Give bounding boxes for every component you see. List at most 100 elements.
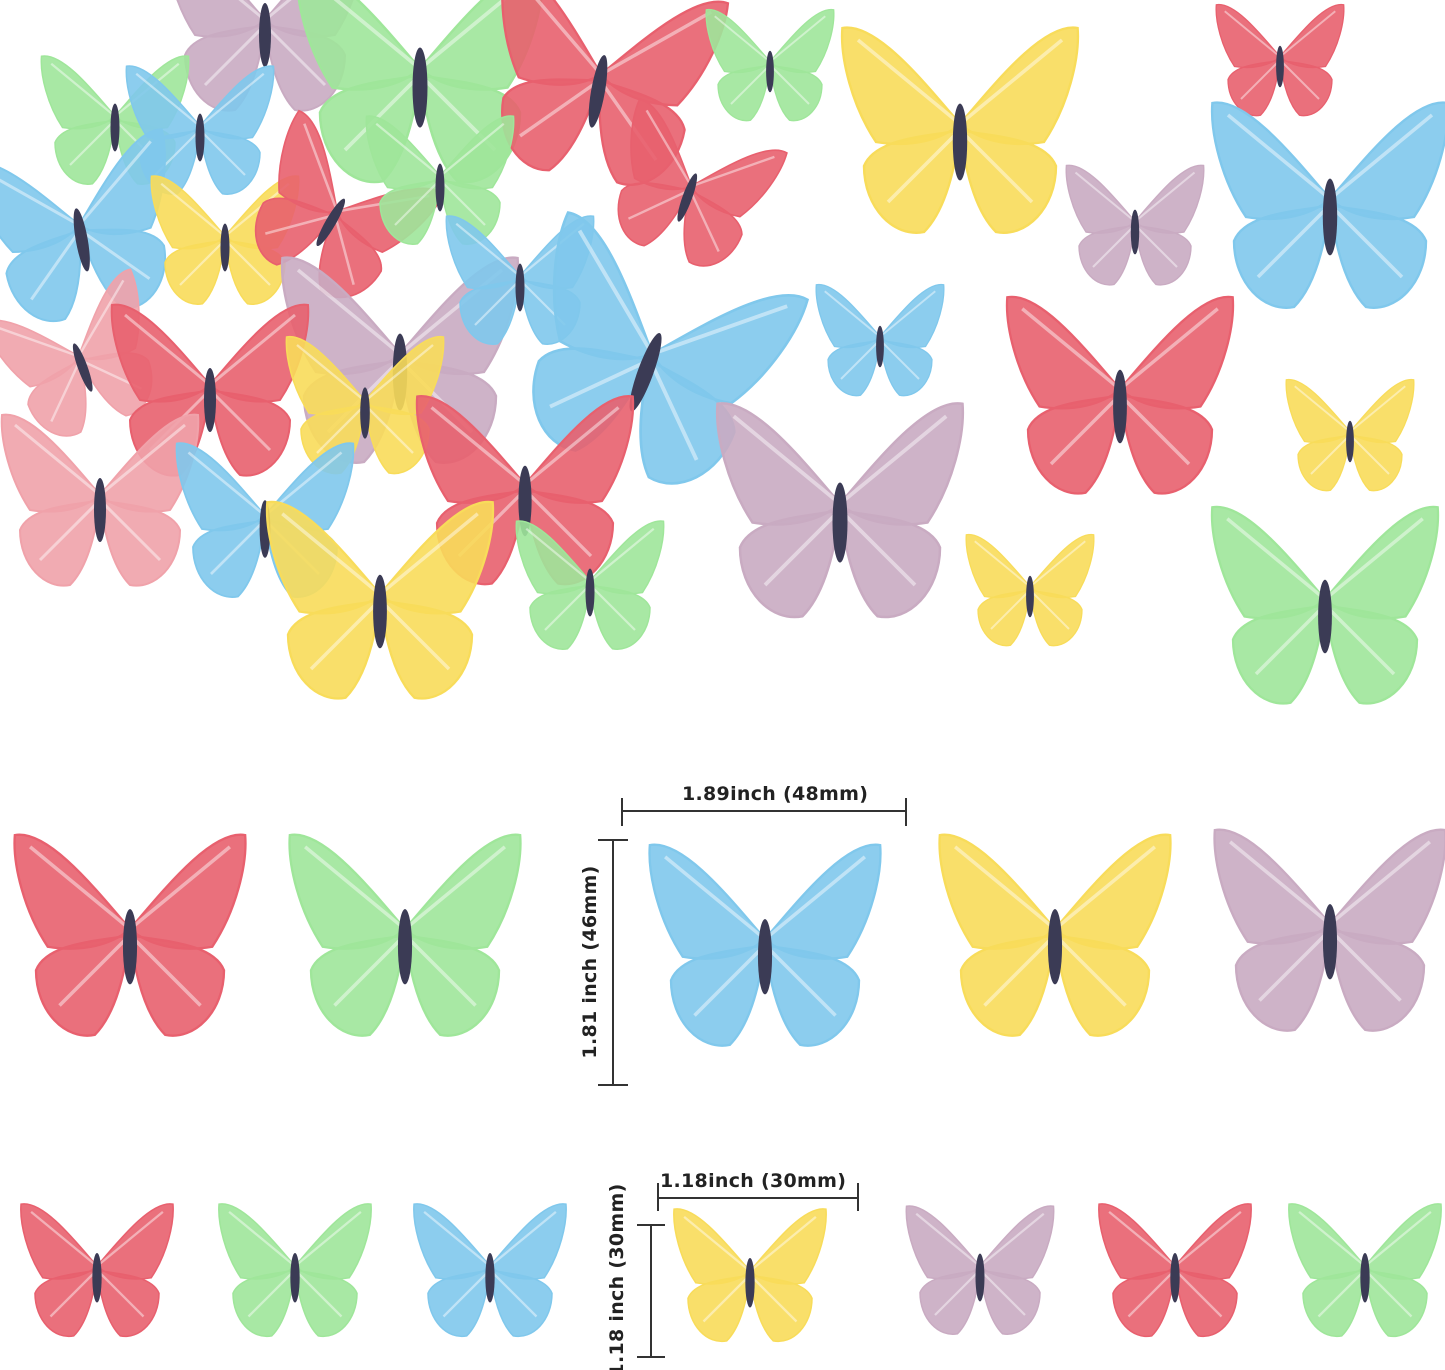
butterfly-wing <box>1364 1268 1428 1338</box>
wing-vein <box>135 72 201 128</box>
wing-vein <box>1328 928 1402 1002</box>
wing-vein <box>702 1274 751 1323</box>
butterfly-yellow <box>265 500 495 700</box>
butterfly-wing <box>1288 1203 1367 1280</box>
wing-vein <box>1053 933 1127 1007</box>
wing-vein <box>99 423 186 497</box>
wing-vein <box>247 1269 296 1318</box>
wing-vein <box>958 38 1064 126</box>
butterfly-wing <box>95 1203 174 1280</box>
butterfly-wing <box>905 1205 982 1280</box>
butterfly-body <box>316 198 346 247</box>
butterfly-wing <box>1328 828 1445 945</box>
butterfly-green <box>515 520 665 650</box>
large-height-line <box>612 840 614 1085</box>
wing-vein <box>1323 517 1424 601</box>
butterfly-body <box>204 368 216 432</box>
butterfly-body <box>975 1253 985 1302</box>
wing-vein <box>209 313 296 387</box>
butterfly-body <box>122 909 138 985</box>
butterfly-wing <box>293 1203 372 1280</box>
wing-vein <box>1279 59 1320 100</box>
wing-vein <box>1349 385 1406 433</box>
butterfly-purple <box>715 402 965 619</box>
wing-vein <box>517 0 603 76</box>
small-width-tick-left <box>657 1183 659 1211</box>
butterfly-wing <box>1053 833 1172 950</box>
wing-vein <box>378 598 451 671</box>
wing-vein <box>128 845 231 931</box>
large-width-label: 1.89inch (48mm) <box>682 783 869 805</box>
wing-vein <box>403 933 477 1007</box>
butterfly-yellow <box>1285 379 1415 492</box>
butterfly-wing <box>1065 164 1136 234</box>
butterfly-body <box>373 574 387 649</box>
wing-vein <box>1310 434 1351 475</box>
butterfly-body <box>745 1257 755 1308</box>
wing-vein <box>600 10 713 76</box>
wing-vein <box>187 451 266 517</box>
wing-vein <box>1074 171 1136 223</box>
wing-vein <box>403 845 506 931</box>
butterfly-wing <box>1118 295 1235 410</box>
wing-vein <box>264 0 292 22</box>
butterfly-wing <box>378 598 474 700</box>
wing-vein <box>96 1210 164 1268</box>
butterfly-wing <box>378 500 495 615</box>
wing-vein <box>128 933 202 1007</box>
butterfly-wing <box>1349 434 1403 492</box>
wing-vein <box>544 584 591 631</box>
wing-vein <box>309 598 382 671</box>
butterfly-wing <box>769 64 823 122</box>
butterfly-red <box>20 1203 174 1338</box>
wing-vein <box>69 119 116 166</box>
butterfly-body <box>1360 1252 1370 1303</box>
wing-vein <box>1328 840 1431 926</box>
large-height-tick-bottom <box>598 1084 628 1086</box>
butterfly-body <box>1170 1252 1180 1303</box>
wing-vein <box>38 498 102 562</box>
butterfly-pink <box>0 413 200 587</box>
wing-vein <box>879 339 920 380</box>
wing-vein <box>1229 840 1332 926</box>
butterfly-wing <box>1323 505 1440 620</box>
butterfly-wing <box>199 129 261 195</box>
butterfly-body <box>110 103 120 152</box>
wing-vein <box>763 508 842 587</box>
large-width-line <box>622 810 906 812</box>
butterfly-body <box>1113 369 1127 444</box>
wing-vein <box>934 1269 981 1316</box>
small-width-label: 1.18inch (30mm) <box>660 1170 847 1192</box>
small-height-tick-top <box>637 1224 665 1226</box>
wing-vein <box>1226 517 1327 601</box>
butterfly-wing <box>749 1273 813 1343</box>
butterfly-body <box>1346 420 1354 463</box>
butterfly-wing <box>1302 1268 1366 1338</box>
butterfly-wing <box>959 933 1057 1037</box>
wing-vein <box>489 1210 557 1268</box>
wing-vein <box>730 64 771 105</box>
wing-vein <box>769 15 826 63</box>
butterfly-wing <box>364 403 430 475</box>
wing-vein <box>990 589 1031 630</box>
wing-vein <box>303 123 339 212</box>
wing-vein <box>455 222 521 278</box>
butterfly-wing <box>218 1203 297 1280</box>
butterfly-wing <box>715 402 842 526</box>
wing-vein <box>1134 171 1196 223</box>
butterfly-wing <box>1234 928 1332 1032</box>
butterfly-wing <box>1026 393 1122 495</box>
wing-vein <box>690 155 775 188</box>
butterfly-wing <box>1078 224 1136 286</box>
wing-vein <box>589 584 636 631</box>
butterfly-body <box>485 1252 495 1303</box>
butterfly-green <box>1288 1203 1442 1338</box>
wing-vein <box>442 1269 491 1318</box>
wing-vein <box>124 313 211 387</box>
wing-vein <box>838 508 917 587</box>
wing-vein <box>1224 10 1281 58</box>
wing-vein <box>210 519 266 575</box>
wing-vein <box>979 1212 1045 1268</box>
wing-vein <box>1364 1210 1432 1268</box>
butterfly-purple <box>905 1205 1055 1335</box>
